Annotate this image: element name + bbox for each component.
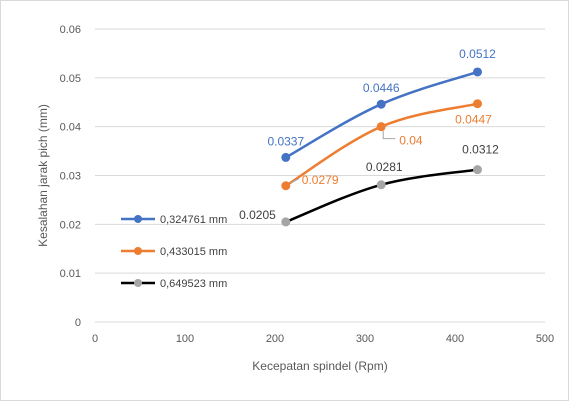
data-point: [281, 181, 291, 191]
data-label: 0.0446: [363, 81, 400, 95]
legend: 0,324761 mm 0,433015 mm 0,649523 mm: [121, 214, 227, 290]
data-point: [376, 99, 386, 109]
gridlines: [95, 28, 545, 323]
y-tick-label: 0.06: [60, 24, 81, 36]
x-tick-label: 300: [356, 333, 374, 345]
series-group: [281, 67, 482, 227]
data-point: [281, 217, 291, 227]
data-label: 0.0279: [302, 173, 339, 187]
y-axis-title: Kesalahan jarak pich (mm): [36, 104, 50, 247]
data-label: 0.0512: [459, 47, 496, 61]
data-label: 0.0205: [239, 208, 276, 222]
x-tick-label: 400: [446, 333, 464, 345]
data-point: [473, 165, 482, 175]
legend-label: 0,324761 mm: [160, 214, 227, 226]
data-label: 0.0337: [267, 134, 304, 148]
legend-label: 0,433015 mm: [160, 246, 227, 258]
data-label: 0.0312: [462, 143, 499, 157]
x-tick-label: 100: [176, 333, 194, 345]
y-tick-label: 0.01: [60, 268, 81, 280]
data-point: [376, 180, 386, 190]
data-label: 0.0447: [455, 113, 492, 127]
y-tick-label: 0.04: [60, 122, 81, 134]
data-point: [473, 67, 482, 77]
data-point: [281, 152, 291, 162]
leader-line: [290, 178, 300, 184]
data-point: [473, 99, 482, 109]
legend-label: 0,649523 mm: [160, 278, 227, 290]
y-tick-label: 0.02: [60, 219, 81, 231]
leader-line: [382, 130, 396, 140]
y-tick-label: 0.03: [60, 171, 81, 183]
axes: 0 0.01 0.02 0.03 0.04 0.05 0.06 0 100 200 300 400 50…: [60, 24, 555, 345]
legend-marker: [134, 247, 142, 255]
x-tick-label: 500: [536, 333, 554, 345]
data-label: 0.0281: [366, 160, 403, 174]
y-tick-label: 0: [75, 317, 81, 329]
data-label: 0.04: [399, 134, 423, 148]
legend-marker: [134, 279, 142, 287]
x-axis-title: Kecepatan spindel (Rpm): [252, 359, 387, 373]
data-labels: 0.0337 0.0446 0.0512 0.0279 0.04 0.0447 0.0205…: [239, 47, 499, 222]
x-tick-label: 0: [92, 333, 98, 345]
data-point: [376, 122, 386, 132]
y-tick-label: 0.05: [60, 73, 81, 85]
legend-marker: [134, 215, 142, 223]
x-tick-label: 200: [266, 333, 284, 345]
